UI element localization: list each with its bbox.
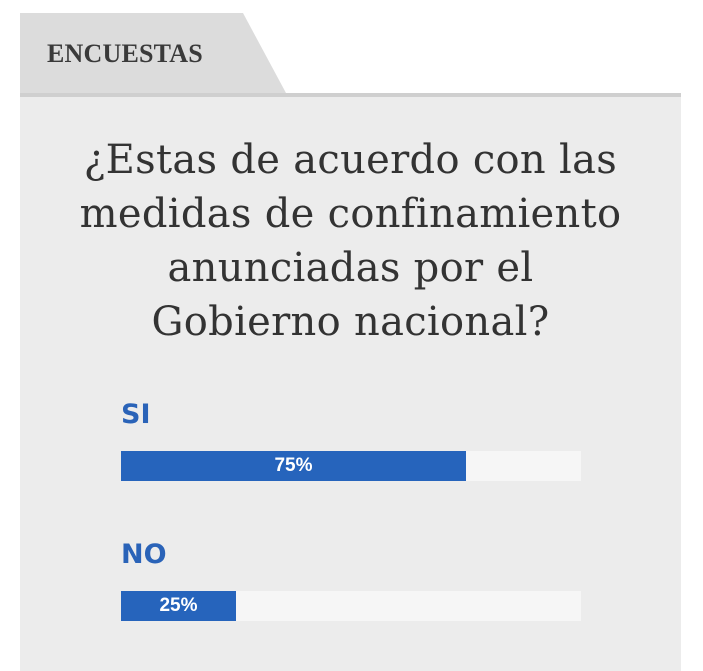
poll-option-si[interactable]: SI 75%	[121, 399, 581, 481]
poll-result-percent: 75%	[274, 455, 313, 476]
poll-result-bar: 75%	[121, 451, 581, 481]
header-divider	[20, 93, 681, 97]
poll-result-fill	[121, 451, 466, 481]
poll-result-bar: 25%	[121, 591, 581, 621]
poll-question-line: anunciadas por el	[167, 245, 534, 291]
poll-option-label: SI	[121, 399, 151, 430]
section-tab: ENCUESTAS	[20, 13, 286, 93]
poll-panel: ¿Estas de acuerdo con las medidas de con…	[20, 97, 681, 671]
poll-option-no[interactable]: NO 25%	[121, 539, 581, 621]
poll-question-line: medidas de confinamiento	[79, 191, 622, 237]
poll-result-percent: 25%	[159, 595, 198, 616]
section-tab-label: ENCUESTAS	[47, 39, 203, 68]
poll-question-line: Gobierno nacional?	[151, 299, 550, 345]
poll-option-label: NO	[121, 539, 167, 570]
poll-question: ¿Estas de acuerdo con las medidas de con…	[20, 133, 681, 349]
poll-widget: ENCUESTAS ¿Estas de acuerdo con las medi…	[20, 13, 681, 671]
poll-result-fill	[121, 591, 236, 621]
poll-question-line: ¿Estas de acuerdo con las	[83, 137, 618, 183]
